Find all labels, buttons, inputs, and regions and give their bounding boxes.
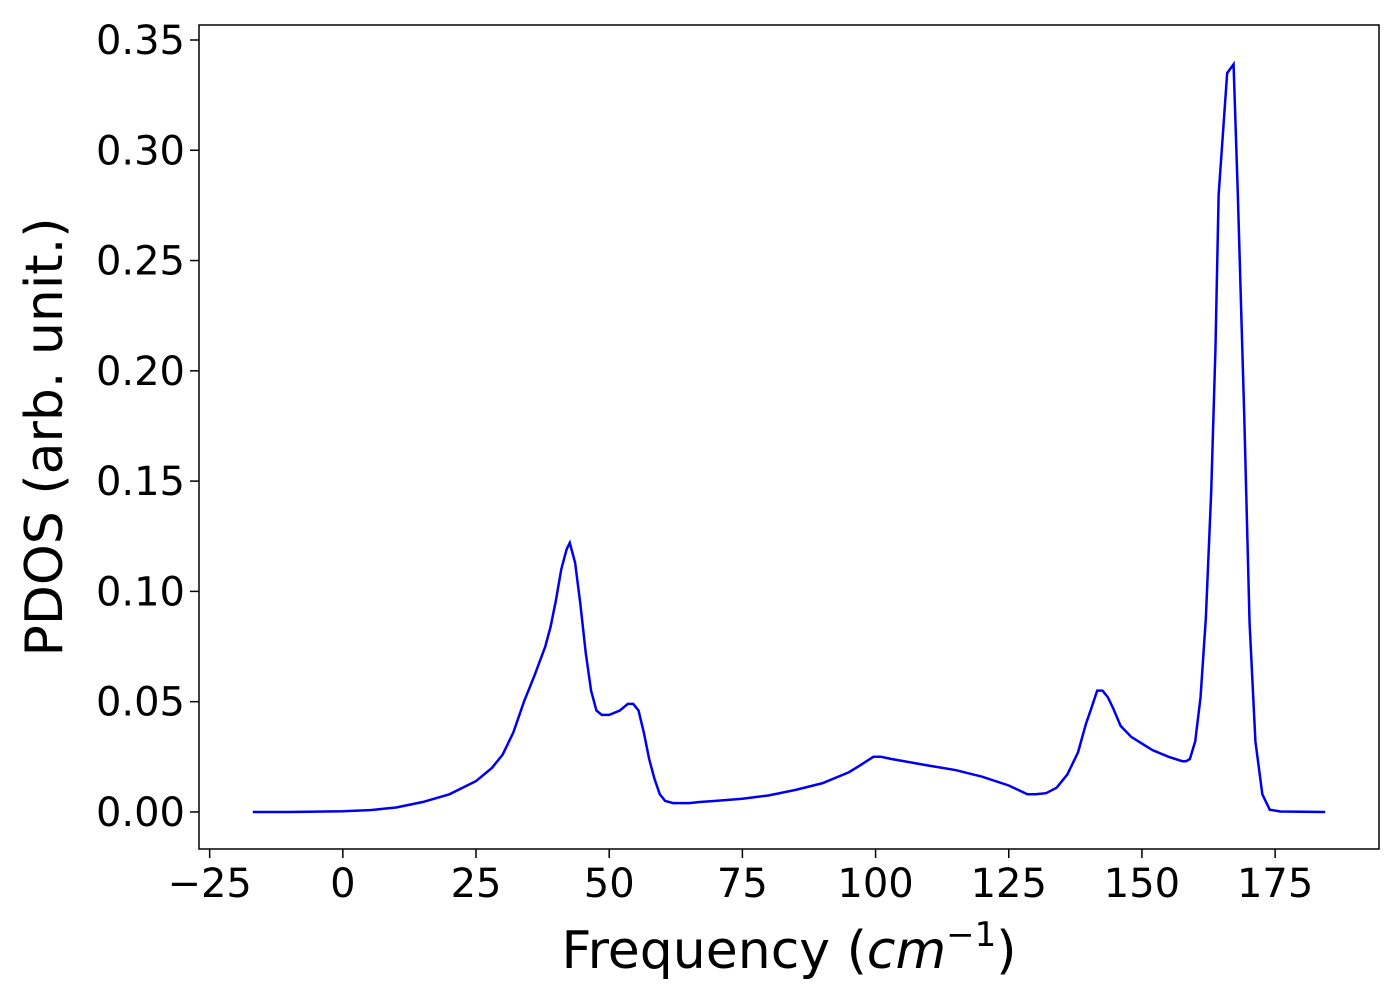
x-label-text: Frequency ( — [561, 921, 866, 981]
y-tick-label: 0.10 — [96, 569, 185, 615]
x-tick-label: −25 — [167, 861, 251, 907]
y-axis-label: PDOS (arb. unit.) — [15, 217, 75, 656]
x-tick-label: 25 — [451, 861, 502, 907]
x-tick-label: 0 — [330, 861, 355, 907]
x-label-math: cm — [867, 921, 946, 981]
y-tick-label: 0.35 — [96, 18, 185, 64]
y-tick-label: 0.15 — [96, 459, 185, 505]
y-tick-label: 0.00 — [96, 790, 185, 836]
plot-frame — [198, 24, 1380, 850]
y-tick-label: 0.20 — [96, 349, 185, 395]
x-tick-label: 50 — [584, 861, 635, 907]
y-tick-label: 0.30 — [96, 128, 185, 174]
line — [252, 60, 1326, 814]
y-tick-label: 0.05 — [96, 680, 185, 726]
x-tick-label: 75 — [717, 861, 768, 907]
x-label-sup: −1 — [946, 915, 996, 955]
x-tick-label: 125 — [971, 861, 1047, 907]
x-tick-label: 100 — [837, 861, 913, 907]
x-label-end: ) — [996, 921, 1016, 981]
x-axis-label: Frequency (cm−1) — [561, 915, 1016, 981]
x-tick-label: 150 — [1104, 861, 1180, 907]
y-tick-label: 0.25 — [96, 239, 185, 285]
x-tick-label: 175 — [1237, 861, 1313, 907]
